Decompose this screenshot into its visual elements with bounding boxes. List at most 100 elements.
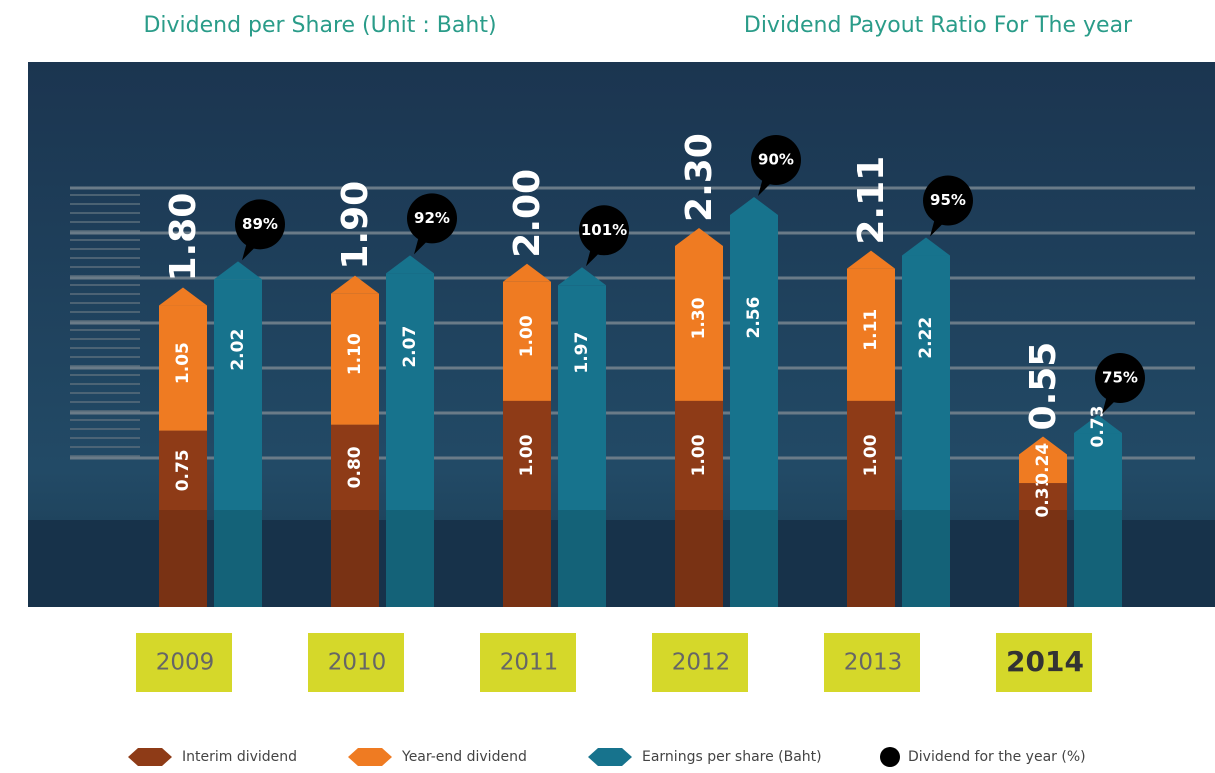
value-label: 1.00 bbox=[517, 434, 537, 476]
payout-bubble bbox=[235, 199, 285, 250]
bar-base bbox=[159, 510, 207, 607]
bar-base bbox=[1074, 510, 1122, 607]
bar-cap bbox=[1019, 436, 1067, 455]
bar-cap bbox=[386, 255, 434, 274]
payout-label: 75% bbox=[1102, 369, 1138, 387]
bar bbox=[1074, 433, 1122, 510]
bar bbox=[159, 305, 207, 431]
bar-cap bbox=[730, 197, 778, 215]
year-box bbox=[824, 633, 920, 692]
bar bbox=[1019, 454, 1067, 484]
value-label: 1.00 bbox=[517, 315, 537, 357]
payout-bubble bbox=[751, 135, 801, 185]
payout-bubble bbox=[407, 193, 457, 244]
bar-cap bbox=[159, 287, 207, 306]
total-label: 1.80 bbox=[163, 193, 204, 282]
total-label: 2.30 bbox=[679, 133, 720, 222]
legend-swatch bbox=[348, 748, 392, 766]
x-tick-label: 2013 bbox=[844, 650, 903, 676]
value-label: 2.02 bbox=[228, 329, 248, 371]
bar-cap bbox=[331, 275, 379, 294]
x-tick-label: 2012 bbox=[672, 650, 731, 676]
value-label: 1.10 bbox=[345, 333, 365, 375]
legend-swatch bbox=[128, 748, 172, 766]
payout-label: 89% bbox=[242, 215, 278, 233]
bar bbox=[1019, 483, 1067, 510]
chart-title: Dividend per Share (Unit : Baht) bbox=[143, 13, 496, 38]
legend-label: Year-end dividend bbox=[401, 749, 527, 765]
payout-label: 95% bbox=[930, 191, 966, 209]
year-box bbox=[480, 633, 576, 692]
bar-base bbox=[730, 510, 778, 607]
bar bbox=[214, 279, 262, 510]
value-label: 1.30 bbox=[689, 297, 709, 339]
value-label: 2.22 bbox=[916, 317, 936, 359]
bar bbox=[331, 293, 379, 425]
bar-base bbox=[1019, 510, 1067, 607]
value-label: 1.05 bbox=[173, 342, 193, 384]
total-label: 1.90 bbox=[335, 181, 376, 270]
bar-cap bbox=[503, 263, 551, 282]
bar-cap bbox=[847, 250, 895, 269]
bar bbox=[675, 400, 723, 510]
bar-base bbox=[675, 510, 723, 607]
payout-bubble bbox=[923, 175, 973, 226]
bar-base bbox=[386, 510, 434, 607]
value-label: 1.00 bbox=[689, 434, 709, 476]
value-label: 0.31 bbox=[1033, 476, 1053, 518]
bar-base bbox=[503, 510, 551, 607]
value-label: 0.80 bbox=[345, 446, 365, 488]
bar bbox=[730, 215, 778, 510]
value-label: 2.07 bbox=[400, 326, 420, 368]
payout-label: 90% bbox=[758, 151, 794, 169]
bar-base bbox=[331, 510, 379, 607]
bar-cap bbox=[902, 237, 950, 256]
bar-cap bbox=[214, 261, 262, 280]
x-tick-label: 2014 bbox=[1006, 645, 1084, 678]
payout-bubble bbox=[1095, 353, 1145, 404]
value-label: 0.75 bbox=[173, 449, 193, 491]
total-label: 2.00 bbox=[507, 169, 548, 258]
year-box bbox=[996, 633, 1092, 692]
year-box bbox=[652, 633, 748, 692]
value-label: 0.73 bbox=[1088, 406, 1108, 448]
x-tick-label: 2011 bbox=[500, 650, 559, 676]
bar bbox=[558, 285, 606, 510]
bar-base bbox=[847, 510, 895, 607]
value-label: 0.24 bbox=[1033, 443, 1053, 485]
bar-cap bbox=[675, 227, 723, 246]
year-box bbox=[136, 633, 232, 692]
value-label: 2.56 bbox=[744, 297, 764, 339]
x-tick-label: 2009 bbox=[156, 650, 215, 676]
value-label: 1.97 bbox=[572, 332, 592, 374]
value-label: 1.00 bbox=[861, 434, 881, 476]
x-tick-label: 2010 bbox=[328, 650, 387, 676]
chart-subtitle: Dividend Payout Ratio For The year bbox=[744, 13, 1133, 38]
bar bbox=[847, 400, 895, 510]
year-box bbox=[308, 633, 404, 692]
legend-swatch bbox=[880, 747, 900, 767]
bar bbox=[902, 255, 950, 510]
bar bbox=[331, 424, 379, 510]
legend-label: Interim dividend bbox=[182, 749, 297, 765]
bar-base bbox=[214, 510, 262, 607]
bar-base bbox=[558, 510, 606, 607]
bar-base bbox=[902, 510, 950, 607]
total-label: 2.11 bbox=[851, 156, 892, 245]
total-label: 0.55 bbox=[1023, 342, 1064, 431]
bar bbox=[847, 268, 895, 401]
payout-label: 92% bbox=[414, 209, 450, 227]
bar bbox=[386, 273, 434, 510]
legend-label: Earnings per share (Baht) bbox=[642, 749, 822, 765]
bar-cap bbox=[558, 267, 606, 286]
value-label: 1.11 bbox=[861, 309, 881, 351]
bar-cap bbox=[1074, 415, 1122, 434]
payout-bubble bbox=[579, 205, 629, 256]
legend-label: Dividend for the year (%) bbox=[908, 749, 1086, 765]
legend-swatch bbox=[588, 748, 632, 766]
payout-label: 101% bbox=[581, 221, 627, 239]
bar bbox=[503, 281, 551, 401]
bar bbox=[675, 245, 723, 401]
bar bbox=[159, 430, 207, 510]
